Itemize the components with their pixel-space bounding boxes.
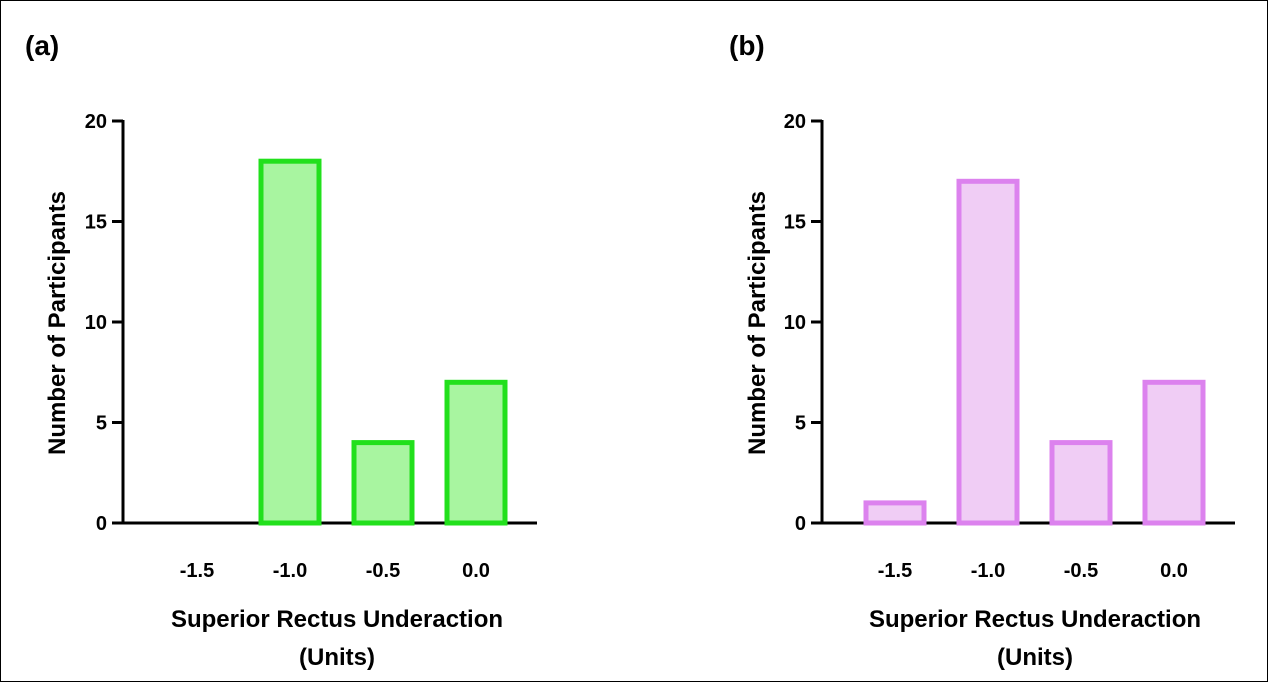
panel-b-bar [863,500,927,526]
panel-a-y-tick-label: 5 [96,413,107,435]
panel-b-x-tick-label: -1.5 [878,560,912,582]
panel-a-y-tick-label: 15 [85,212,107,234]
panel-b-y-tick-label: 5 [795,413,806,435]
panel-a-bar [258,158,322,526]
panel-b-x-tick-label: -0.5 [1064,560,1098,582]
panel-a-y-tick-label: 20 [85,111,107,133]
panel-a-x-ticks: -1.5 -1.0 -0.5 0.0 [180,560,490,582]
panel-a-x-tick-label: -1.5 [180,560,214,582]
panel-b-bar [956,178,1020,526]
panel-a-bar [351,440,415,526]
panel-a-y-axis-title: Number of Participants [44,191,71,455]
panel-b: (b) Number of Participants 0 5 10 15 20 -1.5… [729,30,1235,671]
panel-b-y-axis-title: Number of Participants [744,191,771,455]
panel-a: (a) Number of Participants 0 5 10 15 20 -1.5… [25,30,537,671]
panel-a-y-ticks: 0 5 10 15 20 [85,111,123,535]
panel-b-bars [863,178,1206,526]
panel-b-y-tick-label: 10 [784,312,806,334]
panel-b-y-ticks: 0 5 10 15 20 [784,111,822,535]
panel-a-x-tick-label: 0.0 [462,560,490,582]
panel-b-y-tick-label: 15 [784,212,806,234]
panel-a-x-tick-label: -0.5 [366,560,400,582]
panel-b-bar [1142,379,1206,526]
panel-a-y-tick-label: 0 [96,513,107,535]
panel-a-x-axis-title-line1: Superior Rectus Underaction [171,606,503,633]
panel-b-x-tick-label: 0.0 [1160,560,1188,582]
panel-b-x-tick-label: -1.0 [971,560,1005,582]
panel-b-label: (b) [729,30,765,61]
panel-a-bars [258,158,508,526]
panel-b-y-tick-label: 0 [795,513,806,535]
panel-a-y-tick-label: 10 [85,312,107,334]
panel-b-y-tick-label: 20 [784,111,806,133]
panel-a-x-axis-title-line2: (Units) [299,644,375,671]
panel-b-x-axis-title-line2: (Units) [997,644,1073,671]
panel-b-bar [1049,440,1113,526]
panel-b-x-axis-title-line1: Superior Rectus Underaction [869,606,1201,633]
panel-a-bar [444,379,508,526]
panel-b-x-ticks: -1.5 -1.0 -0.5 0.0 [878,560,1188,582]
panel-a-x-tick-label: -1.0 [273,560,307,582]
panel-a-label: (a) [25,30,59,61]
